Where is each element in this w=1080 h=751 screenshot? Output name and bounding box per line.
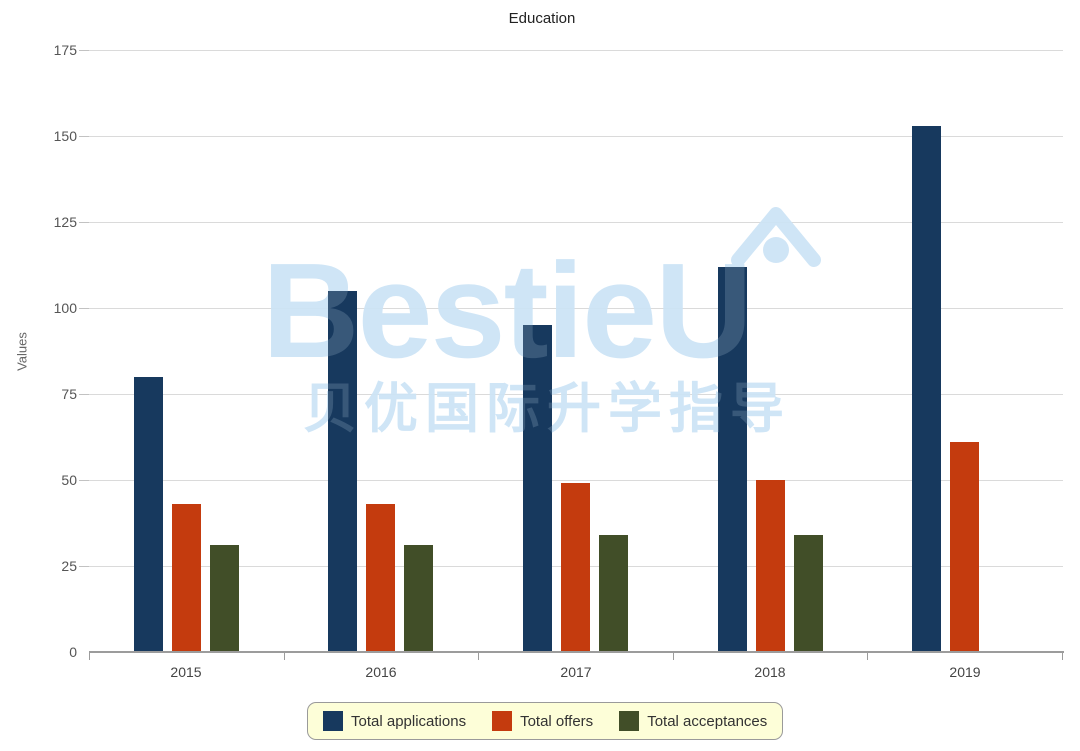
legend-item: Total offers	[492, 711, 593, 731]
bar-total-offers-2016	[366, 504, 395, 652]
y-tick-label: 75	[61, 386, 77, 402]
y-tick-mark	[79, 136, 89, 137]
y-tick-mark	[79, 50, 89, 51]
y-axis-title: Values	[14, 332, 30, 371]
x-tick-mark	[1062, 653, 1063, 660]
legend-label: Total acceptances	[647, 712, 768, 730]
y-tick-label: 150	[53, 128, 77, 144]
gridline	[89, 136, 1063, 137]
house-icon	[728, 198, 824, 270]
y-tick-mark	[79, 308, 89, 309]
y-tick-label: 125	[53, 214, 77, 230]
bar-total-acceptances-2016	[404, 545, 433, 652]
bar-total-offers-2019	[950, 442, 979, 652]
gridline	[89, 308, 1063, 309]
legend-swatch-icon	[323, 711, 343, 731]
x-tick-label-2017: 2017	[560, 664, 592, 680]
bar-total-acceptances-2015	[210, 545, 239, 652]
bar-total-applications-2019	[912, 126, 941, 652]
y-tick-mark	[79, 480, 89, 481]
bar-total-applications-2015	[134, 377, 163, 652]
house-icon	[728, 198, 824, 270]
y-tick-mark	[79, 394, 89, 395]
bar-total-offers-2015	[172, 504, 201, 652]
legend-swatch-icon	[619, 711, 640, 731]
bar-total-acceptances-2017	[599, 535, 628, 652]
x-tick-label-2019: 2019	[949, 664, 981, 680]
gridline	[89, 480, 1063, 481]
legend-item: Total acceptances	[619, 711, 767, 731]
legend-swatch-icon	[492, 711, 513, 731]
x-axis-line	[89, 651, 1064, 653]
bar-total-offers-2017	[561, 483, 590, 652]
y-tick-label: 100	[53, 300, 77, 316]
legend-label: Total offers	[520, 712, 594, 730]
y-tick-label: 25	[61, 558, 77, 574]
y-tick-mark	[79, 566, 89, 567]
legend-item: Total applications	[323, 711, 466, 731]
x-tick-mark	[284, 653, 285, 660]
legend: Total applications Total offers Total acce…	[307, 702, 784, 740]
bar-total-acceptances-2018	[794, 535, 823, 652]
y-tick-label: 0	[69, 644, 77, 660]
x-tick-mark	[89, 653, 90, 660]
bar-total-applications-2017	[523, 325, 552, 652]
y-tick-mark	[79, 222, 89, 223]
x-tick-mark	[673, 653, 674, 660]
chart-title: Education	[508, 10, 576, 27]
legend-label: Total applications	[351, 712, 467, 730]
x-tick-label-2016: 2016	[365, 664, 397, 680]
bar-total-applications-2018	[718, 267, 747, 652]
bar-total-applications-2016	[328, 291, 357, 652]
x-tick-mark	[478, 653, 479, 660]
gridline	[89, 50, 1063, 51]
y-tick-label: 175	[53, 42, 77, 58]
x-tick-label-2018: 2018	[754, 664, 786, 680]
x-tick-mark	[867, 653, 868, 660]
y-tick-label: 50	[61, 472, 77, 488]
gridline	[89, 394, 1063, 395]
bar-total-offers-2018	[756, 480, 785, 652]
x-tick-label-2015: 2015	[170, 664, 202, 680]
gridline	[89, 222, 1063, 223]
